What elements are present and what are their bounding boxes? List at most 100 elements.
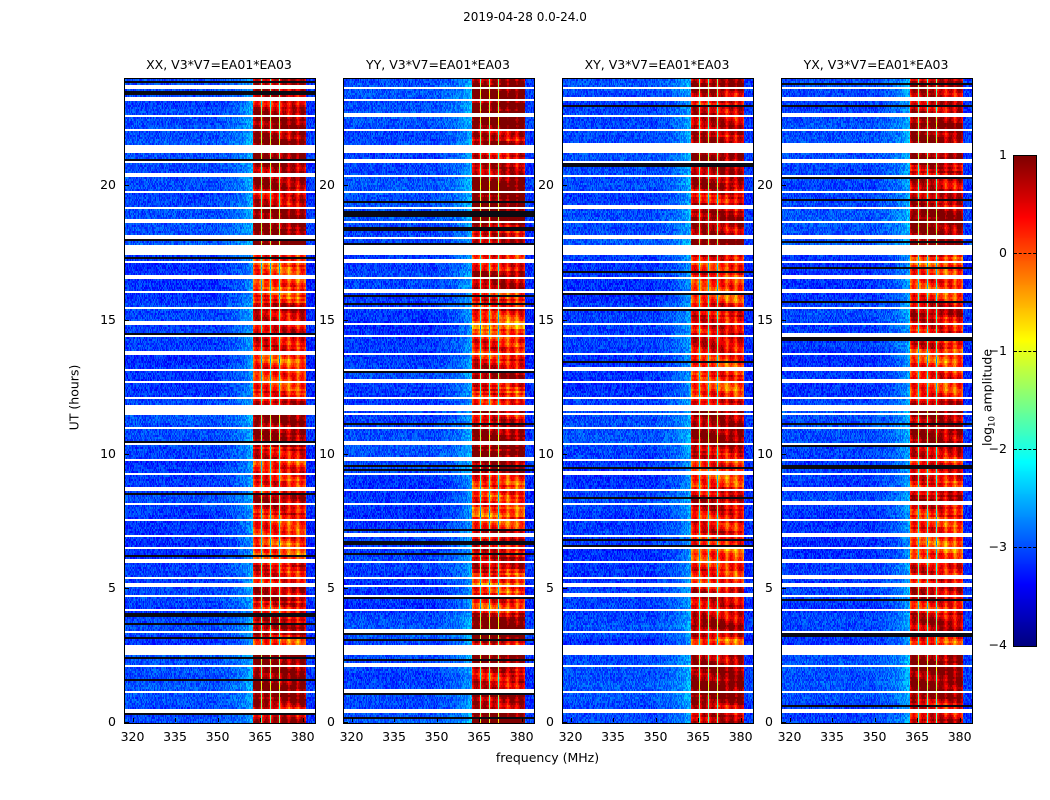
ytick-yy-20: 20	[319, 177, 335, 193]
xtick-yy-335: 335	[382, 729, 406, 744]
xtickmark	[698, 718, 699, 722]
xtickmark	[656, 718, 657, 722]
colorbar: −4 −3 −2 −1 0 1 log10 amplitude	[980, 147, 1037, 652]
xtickmark	[522, 718, 523, 722]
ytickmark	[125, 588, 129, 589]
colorbar-tick-0: 0	[999, 245, 1007, 260]
ytickmark	[125, 722, 129, 723]
ytickmark	[782, 588, 786, 589]
panel-yx: YX, V3*V7=EA01*EA03	[781, 57, 973, 724]
ytick-xy-5: 5	[546, 579, 554, 595]
ytickmark	[125, 320, 129, 321]
colorbar-label: log10 amplitude	[979, 348, 998, 447]
ytick-xy-15: 15	[538, 311, 554, 327]
panel-yy: YY, V3*V7=EA01*EA03	[343, 57, 535, 724]
ytickmark	[782, 320, 786, 321]
xtick-yx-380: 380	[947, 729, 972, 744]
panel-xx: XX, V3*V7=EA01*EA03	[124, 57, 316, 724]
colorbar-tick--2: −2	[988, 441, 1007, 456]
panel-xy: XY, V3*V7=EA01*EA03	[562, 57, 754, 724]
xtickmark	[352, 718, 353, 722]
colorbar-tickmark	[1014, 449, 1036, 451]
heatmap-canvas-xx	[125, 79, 315, 723]
ytickmark	[563, 320, 567, 321]
xtick-xy-350: 350	[643, 729, 668, 744]
xtick-xy-365: 365	[686, 729, 711, 744]
ytick-xx-15: 15	[100, 311, 116, 327]
ytick-yx-15: 15	[757, 311, 773, 327]
ytick-xx-0: 0	[108, 714, 116, 729]
ytickmark	[563, 454, 567, 455]
xtickmark	[832, 718, 833, 722]
xtick-xx-335: 335	[163, 729, 187, 744]
ytickmark	[782, 722, 786, 723]
xtickmark	[394, 718, 395, 722]
xtick-yy-320: 320	[339, 729, 364, 744]
xtickmark	[479, 718, 480, 722]
ytickmark	[125, 454, 129, 455]
xtick-xx-350: 350	[205, 729, 230, 744]
xtick-yx-320: 320	[777, 729, 802, 744]
xtick-yx-350: 350	[862, 729, 887, 744]
ytick-xy-10: 10	[538, 445, 554, 461]
xtickmark	[613, 718, 614, 722]
ytick-xy-0: 0	[546, 714, 554, 729]
heatmap-xx[interactable]	[124, 78, 316, 724]
heatmap-yy[interactable]	[343, 78, 535, 724]
xtickmark	[175, 718, 176, 722]
ytickmark	[563, 588, 567, 589]
ytick-yx-10: 10	[757, 445, 773, 461]
heatmap-canvas-yy	[344, 79, 534, 723]
xtick-yy-350: 350	[424, 729, 449, 744]
ytick-yy-10: 10	[319, 445, 335, 461]
ytickmark	[125, 185, 129, 186]
colorbar-gradient	[1013, 155, 1037, 647]
heatmap-yx[interactable]	[781, 78, 973, 724]
xtickmark	[875, 718, 876, 722]
ytickmark	[563, 722, 567, 723]
ytick-yx-5: 5	[765, 579, 773, 595]
xtickmark	[790, 718, 791, 722]
ytickmark	[344, 320, 348, 321]
colorbar-tick-1: 1	[999, 147, 1007, 162]
ytickmark	[563, 185, 567, 186]
figure-suptitle: 2019-04-28 0.0-24.0	[463, 10, 587, 24]
colorbar-tickmark	[1014, 351, 1036, 353]
xtick-yy-365: 365	[467, 729, 492, 744]
xtickmark	[218, 718, 219, 722]
xtickmark	[133, 718, 134, 722]
y-axis-label: UT (hours)	[66, 364, 82, 431]
colorbar-tick--1: −1	[988, 343, 1007, 358]
ytickmark	[344, 588, 348, 589]
ytick-xx-10: 10	[100, 445, 116, 461]
ytickmark	[782, 185, 786, 186]
xtickmark	[303, 718, 304, 722]
ytick-xx-20: 20	[100, 177, 116, 193]
ytickmark	[344, 454, 348, 455]
ytick-yy-15: 15	[319, 311, 335, 327]
colorbar-tickmark	[1014, 253, 1036, 255]
xtickmark	[437, 718, 438, 722]
xtickmark	[917, 718, 918, 722]
panel-title-yy: YY, V3*V7=EA01*EA03	[366, 57, 510, 72]
xtickmark	[741, 718, 742, 722]
xtick-xx-380: 380	[290, 729, 315, 744]
panel-title-yx: YX, V3*V7=EA01*EA03	[803, 57, 949, 72]
xtick-xy-335: 335	[601, 729, 625, 744]
heatmap-xy[interactable]	[562, 78, 754, 724]
colorbar-tickmark	[1014, 547, 1036, 549]
ytickmark	[782, 454, 786, 455]
x-axis-label: frequency (MHz)	[495, 750, 600, 765]
panel-title-xx: XX, V3*V7=EA01*EA03	[146, 57, 292, 72]
ytick-yy-0: 0	[327, 714, 335, 729]
xtick-yx-365: 365	[905, 729, 930, 744]
colorbar-tick--4: −4	[988, 637, 1007, 652]
ytick-yx-0: 0	[765, 714, 773, 729]
ytick-yx-20: 20	[757, 177, 773, 193]
ytick-yy-5: 5	[327, 579, 335, 595]
heatmap-canvas-xy	[563, 79, 753, 723]
xtick-xy-320: 320	[558, 729, 583, 744]
ytickmark	[344, 722, 348, 723]
colorbar-tick--3: −3	[988, 539, 1007, 554]
